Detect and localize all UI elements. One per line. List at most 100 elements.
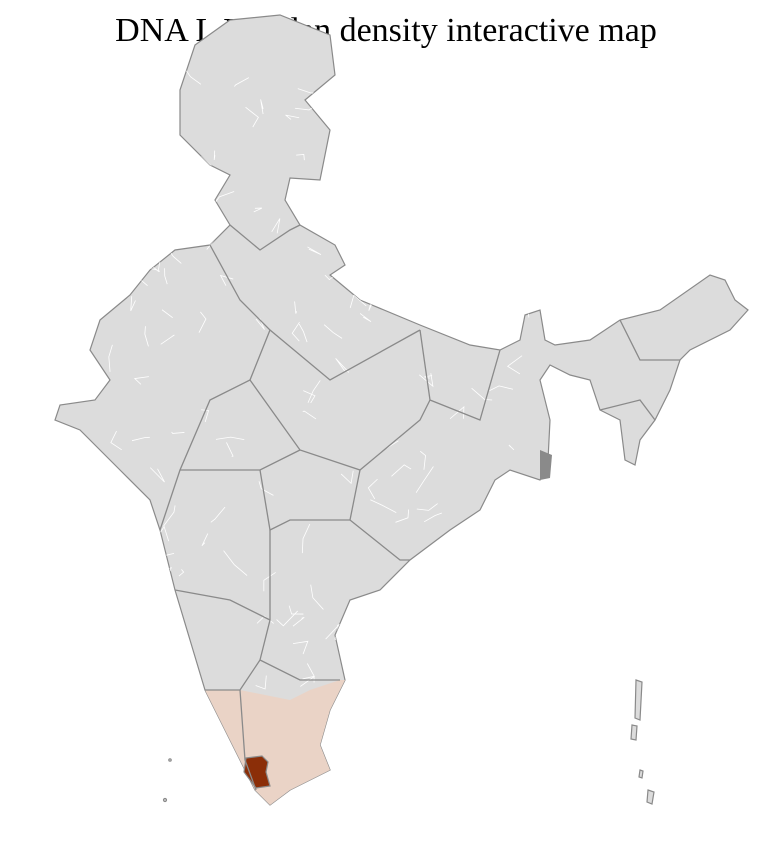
- district-border: [507, 267, 512, 279]
- district-border: [138, 619, 146, 629]
- district-border: [422, 650, 428, 663]
- district-border: [303, 390, 316, 404]
- district-border: [296, 154, 305, 161]
- district-border: [515, 559, 530, 572]
- district-border: [412, 263, 432, 285]
- district-border: [210, 506, 226, 523]
- district-border: [345, 248, 366, 265]
- andaman-nicobar-islands[interactable]: [630, 679, 655, 805]
- district-border: [134, 652, 144, 666]
- district-border: [435, 269, 446, 284]
- district-border: [423, 512, 443, 523]
- district-border: [157, 258, 161, 272]
- district-border: [213, 150, 216, 160]
- district-border: [161, 309, 173, 319]
- district-border: [178, 569, 185, 577]
- district-border: [370, 499, 397, 513]
- low-density-region[interactable]: [205, 680, 345, 805]
- district-border: [347, 170, 365, 178]
- district-border: [440, 645, 447, 671]
- sri-lanka-gap-coast: [540, 450, 552, 480]
- district-border: [444, 79, 468, 101]
- district-border: [489, 385, 514, 391]
- district-border: [424, 558, 438, 567]
- district-border: [391, 464, 412, 477]
- district-border: [294, 301, 298, 314]
- district-border: [131, 436, 150, 442]
- india-landmass[interactable]: [54, 14, 749, 806]
- district-border: [379, 154, 395, 170]
- district-border: [102, 288, 116, 304]
- district-border: [503, 55, 514, 71]
- district-border: [491, 185, 506, 196]
- district-border: [419, 450, 426, 470]
- district-border: [143, 72, 157, 85]
- india-mainland[interactable]: [54, 14, 749, 806]
- district-border: [144, 326, 149, 347]
- district-border: [256, 615, 274, 624]
- district-border: [223, 550, 248, 576]
- district-border: [204, 199, 209, 218]
- district-border: [424, 193, 430, 210]
- district-border: [307, 380, 321, 403]
- district-border: [164, 268, 168, 285]
- district-border: [245, 106, 259, 128]
- district-border: [439, 536, 456, 552]
- district-border: [385, 90, 392, 110]
- district-border: [419, 373, 434, 388]
- district-border: [107, 678, 116, 693]
- district-border: [142, 156, 147, 165]
- district-border: [255, 675, 267, 690]
- district-border: [163, 505, 176, 527]
- district-border: [130, 296, 136, 312]
- district-border: [467, 571, 491, 575]
- district-border: [160, 634, 178, 642]
- district-border: [478, 666, 489, 681]
- district-border: [453, 171, 466, 175]
- district-border: [507, 144, 520, 174]
- district-border: [219, 274, 234, 286]
- district-border: [349, 294, 367, 308]
- district-border: [415, 466, 434, 493]
- district-border: [395, 509, 410, 523]
- district-border: [449, 406, 465, 420]
- district-border: [171, 431, 185, 434]
- district-border: [201, 409, 210, 423]
- district-border: [353, 269, 366, 281]
- district-border: [234, 77, 250, 87]
- district-border: [258, 481, 274, 496]
- district-border: [302, 410, 317, 420]
- district-border: [271, 218, 281, 234]
- district-border: [400, 142, 421, 147]
- district-border: [340, 470, 354, 485]
- district-border: [506, 355, 523, 375]
- district-border: [291, 321, 300, 342]
- district-border: [96, 176, 118, 193]
- district-border: [198, 311, 207, 333]
- district-border: [133, 376, 149, 385]
- district-border: [424, 375, 433, 379]
- district-border: [298, 323, 308, 343]
- high-density-region[interactable]: [243, 755, 271, 789]
- district-border: [409, 94, 429, 103]
- district-border: [508, 244, 527, 260]
- district-border: [276, 610, 298, 627]
- lakshadweep-islands: [162, 758, 172, 803]
- district-border: [461, 267, 484, 281]
- district-border: [108, 344, 113, 372]
- district-border: [253, 207, 263, 213]
- state-borders: [159, 224, 680, 791]
- district-border: [508, 444, 515, 451]
- district-border: [369, 210, 372, 223]
- district-border: [310, 584, 324, 610]
- district-border: [112, 195, 122, 212]
- district-border: [368, 612, 388, 628]
- district-border: [374, 204, 390, 218]
- district-border: [487, 134, 502, 153]
- district-border: [288, 605, 304, 615]
- district-border: [490, 499, 503, 509]
- district-border: [114, 556, 124, 570]
- district-border: [459, 659, 465, 671]
- district-border: [433, 145, 447, 166]
